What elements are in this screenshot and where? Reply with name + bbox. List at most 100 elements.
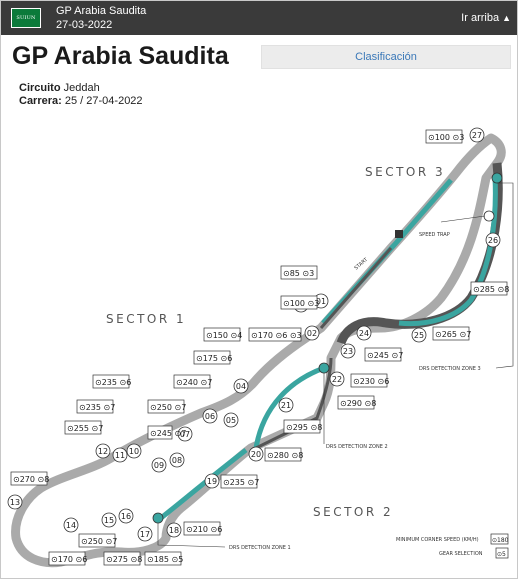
corner-box-3: [280, 295, 318, 310]
corner-box-text-11: ⊙235 ⊙7: [79, 403, 115, 412]
speed-trap-pointer: [440, 215, 486, 223]
turn-number-09: 09: [154, 461, 164, 470]
turn-number-19: 19: [207, 477, 217, 486]
corner-box-text-14: ⊙170 ⊙6: [51, 555, 87, 564]
corner-box-13: [10, 471, 48, 486]
go-up-label: Ir arriba: [461, 12, 500, 24]
top-bar: SUIUN GP Arabia Saudita 27-03-2022 Ir ar…: [1, 1, 517, 35]
turn-number-10: 10: [129, 447, 139, 456]
turn-marker-25: [411, 327, 427, 343]
turn-marker-22: [329, 371, 345, 387]
sector-3-label: SECTOR 3: [365, 165, 445, 179]
turn-number-14: 14: [66, 521, 76, 530]
corner-box-9: [147, 425, 173, 440]
turn-number-27: 27: [472, 131, 482, 140]
corner-box-7: [173, 374, 211, 389]
corner-box-21: [283, 419, 321, 434]
track-path: [11, 133, 506, 568]
chevron-up-icon: ▲: [502, 13, 511, 23]
legend-speed-box: [490, 533, 509, 545]
legend-gear-icon: ⊙5: [497, 551, 506, 558]
turn-number-22: 22: [332, 375, 342, 384]
corner-box-22: [337, 395, 375, 410]
turn-number-17: 17: [140, 530, 150, 539]
corner-box-text-12: ⊙255 ⊙7: [67, 424, 103, 433]
corner-box-text-20: ⊙280 ⊙8: [267, 451, 303, 460]
classification-button[interactable]: Clasificación: [261, 45, 511, 69]
turn-marker-13: [7, 494, 23, 510]
corner-box-6: [193, 350, 231, 365]
turn-marker-08: [169, 452, 185, 468]
header-date: 27-03-2022: [56, 19, 113, 31]
drs-detection-dot-3: [491, 172, 503, 184]
turn-marker-07: [177, 426, 193, 442]
turn-number-08: 08: [172, 456, 182, 465]
turn-number-24: 24: [359, 329, 369, 338]
header-titles: GP Arabia Saudita 27-03-2022: [56, 4, 146, 32]
track-sector3-drs: [321, 178, 453, 325]
corner-box-text-26: ⊙285 ⊙8: [473, 285, 509, 294]
turn-marker-26: [485, 232, 501, 248]
turn-marker-15: [101, 512, 117, 528]
race-label: Carrera:: [19, 95, 62, 107]
turn-number-12: 12: [98, 447, 108, 456]
corner-box-text-13: ⊙270 ⊙8: [13, 475, 49, 484]
track-drs1: [159, 448, 248, 520]
corner-box-text-19: ⊙235 ⊙7: [223, 478, 259, 487]
turn-marker-10: [126, 443, 142, 459]
turn-number-25: 25: [414, 331, 424, 340]
corner-info-boxes: ⊙100 ⊙3 ⊙85 ⊙3 ⊙100 ⊙3 ⊙170 ⊙6 ⊙3 ⊙150 ⊙4 ⊙17…: [10, 129, 509, 566]
turn-marker-23: [340, 343, 356, 359]
turn-number-06: 06: [205, 412, 215, 421]
corner-box-10: [92, 374, 130, 389]
corner-box-8: [147, 399, 185, 414]
turn-marker-02: [304, 325, 320, 341]
turn-number-16: 16: [121, 512, 131, 521]
turn-number-18: 18: [169, 526, 179, 535]
turn-marker-11: [112, 447, 128, 463]
turn-marker-17: [137, 526, 153, 542]
turn-number-21: 21: [281, 401, 291, 410]
corner-box-19: [220, 474, 258, 489]
drs-zone-3-label: DRS DETECTION ZONE 3: [419, 366, 481, 372]
saudi-flag-icon: SUIUN: [11, 8, 41, 28]
corner-box-18: [183, 521, 221, 536]
turn-number-20: 20: [251, 450, 261, 459]
corner-box-text-8: ⊙250 ⊙7: [150, 403, 186, 412]
corner-box-text-21: ⊙295 ⊙8: [286, 423, 322, 432]
track-dark-main: [255, 247, 393, 450]
corner-box-text-10: ⊙235 ⊙6: [95, 378, 131, 387]
legend-speed-icon: ⊙180: [492, 537, 509, 544]
corner-box-text-5: ⊙150 ⊙4: [206, 331, 242, 340]
corner-box-text-4: ⊙170 ⊙6 ⊙3: [251, 331, 302, 340]
turn-number-11: 11: [115, 451, 125, 460]
drs-zone-3-pointer: [495, 182, 514, 369]
turn-marker-20: [248, 446, 264, 462]
legend-gear-label: GEAR SELECTION: [439, 551, 483, 557]
page-title: GP Arabia Saudita: [12, 42, 229, 70]
header-title: GP Arabia Saudita: [56, 5, 147, 17]
corner-box-5: [203, 327, 241, 342]
legend-gear-box: [495, 547, 509, 559]
go-up-link[interactable]: Ir arriba ▲: [461, 12, 511, 24]
drs-zone-1-pointer: [157, 523, 226, 548]
turn-number-13: 13: [10, 498, 20, 507]
corner-box-1: [425, 129, 463, 144]
corner-box-text-15: ⊙250 ⊙7: [81, 537, 117, 546]
turn-marker-21: [278, 397, 294, 413]
drs-detection-dot-1: [152, 512, 164, 524]
corner-box-text-7: ⊙240 ⊙7: [176, 378, 212, 387]
turn-marker-19: [204, 473, 220, 489]
speed-trap-label: SPEED TRAP: [419, 232, 450, 238]
corner-box-16: [103, 551, 141, 566]
turn-marker-04: [233, 378, 249, 394]
drs-detection-dot-2: [318, 362, 330, 374]
corner-box-23: [350, 373, 388, 388]
corner-box-text-1: ⊙100 ⊙3: [428, 133, 464, 142]
turn-number-05: 05: [226, 416, 236, 425]
turn-number-26: 26: [488, 236, 498, 245]
corner-box-text-6: ⊙175 ⊙6: [196, 354, 232, 363]
corner-box-12: [64, 420, 102, 435]
turn-number-02: 02: [307, 329, 317, 338]
turn-number-01: 01: [316, 297, 326, 306]
